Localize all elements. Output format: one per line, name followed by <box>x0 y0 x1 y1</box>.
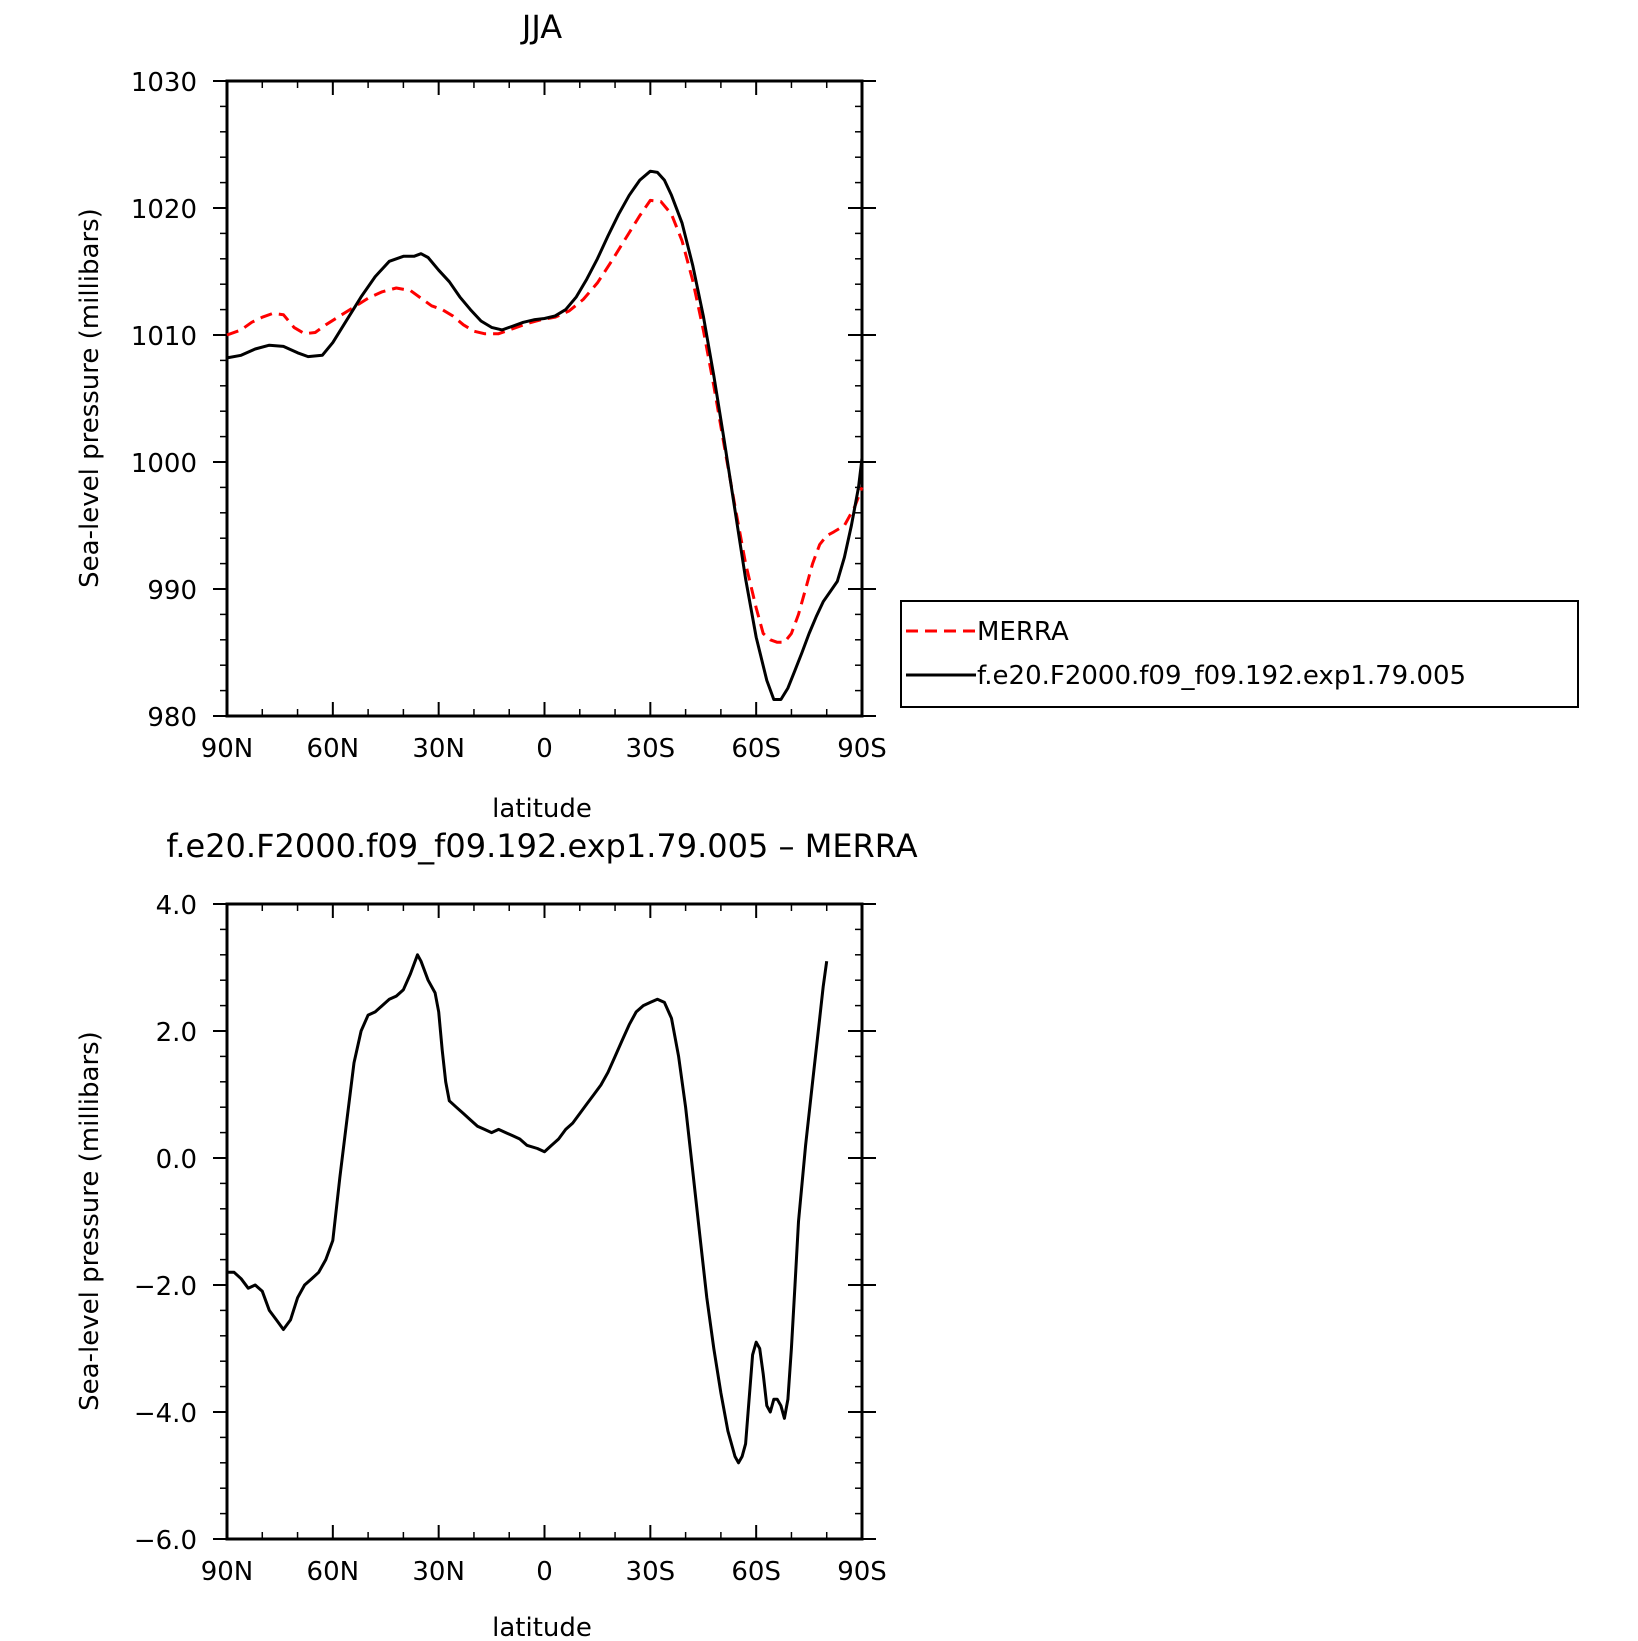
bottom-y-tick-label: 2.0 <box>156 1018 197 1048</box>
top-plot: JJA 90N 60N 30N 0 30S 60S 90S 980 990 1000 1010 102… <box>75 8 887 824</box>
top-y-tick-label: 1010 <box>131 322 197 352</box>
bottom-plot: f.e20.F2000.f09_f09.192.exp1.79.005 – ME… <box>75 827 918 1641</box>
bottom-x-tick-label: 30N <box>412 1557 465 1587</box>
top-x-axis-label: latitude <box>492 794 592 824</box>
top-y-tick-label: 990 <box>147 576 197 606</box>
top-x-tick-label: 30N <box>412 734 465 764</box>
bottom-y-tick-label: 0.0 <box>156 1145 197 1175</box>
top-x-tick-label: 90S <box>837 734 887 764</box>
top-x-tick-label: 60N <box>307 734 360 764</box>
bottom-plot-lines <box>227 953 829 1465</box>
top-x-tick-label: 90N <box>201 734 254 764</box>
bottom-plot-frame <box>225 902 864 1541</box>
top-x-tick-label: 0 <box>536 734 553 764</box>
bottom-x-tick-label: 60S <box>731 1557 781 1587</box>
top-y-tick-label: 980 <box>147 703 197 733</box>
bottom-x-tick-label: 30S <box>626 1557 676 1587</box>
top-series-line <box>226 198 864 644</box>
top-plot-ticks: 90N 60N 30N 0 30S 60S 90S 980 990 1000 1010 1020 103… <box>131 68 887 764</box>
bottom-y-tick-label: −6.0 <box>134 1526 197 1556</box>
legend-label-model: f.e20.F2000.f09_f09.192.exp1.79.005 <box>977 661 1466 691</box>
bottom-x-tick-label: 60N <box>307 1557 360 1587</box>
top-series-line <box>226 169 864 701</box>
top-x-tick-label: 60S <box>731 734 781 764</box>
bottom-series-line <box>227 953 829 1465</box>
bottom-plot-title: f.e20.F2000.f09_f09.192.exp1.79.005 – ME… <box>166 827 917 865</box>
bottom-y-tick-label: −2.0 <box>134 1272 197 1302</box>
bottom-y-tick-label: −4.0 <box>134 1399 197 1429</box>
legend: MERRA f.e20.F2000.f09_f09.192.exp1.79.00… <box>900 600 1579 708</box>
top-y-axis-label: Sea-level pressure (millibars) <box>75 208 105 588</box>
top-plot-lines <box>226 169 864 701</box>
top-y-tick-label: 1030 <box>131 68 197 98</box>
top-y-tick-label: 1020 <box>131 195 197 225</box>
bottom-y-axis-label: Sea-level pressure (millibars) <box>75 1031 105 1411</box>
legend-box <box>900 600 1579 708</box>
top-y-tick-label: 1000 <box>131 449 197 479</box>
bottom-x-tick-label: 0 <box>536 1557 553 1587</box>
bottom-x-tick-label: 90S <box>837 1557 887 1587</box>
bottom-x-axis-label: latitude <box>492 1613 592 1641</box>
bottom-x-tick-label: 90N <box>201 1557 254 1587</box>
top-plot-title: JJA <box>520 8 562 46</box>
bottom-plot-ticks: 90N 60N 30N 0 30S 60S 90S −6.0 −4.0 −2.0 0.0 2.0 4.0 <box>134 891 887 1587</box>
legend-label-merra: MERRA <box>977 617 1069 647</box>
top-plot-frame <box>225 79 864 718</box>
bottom-y-tick-label: 4.0 <box>156 891 197 921</box>
top-x-tick-label: 30S <box>626 734 676 764</box>
